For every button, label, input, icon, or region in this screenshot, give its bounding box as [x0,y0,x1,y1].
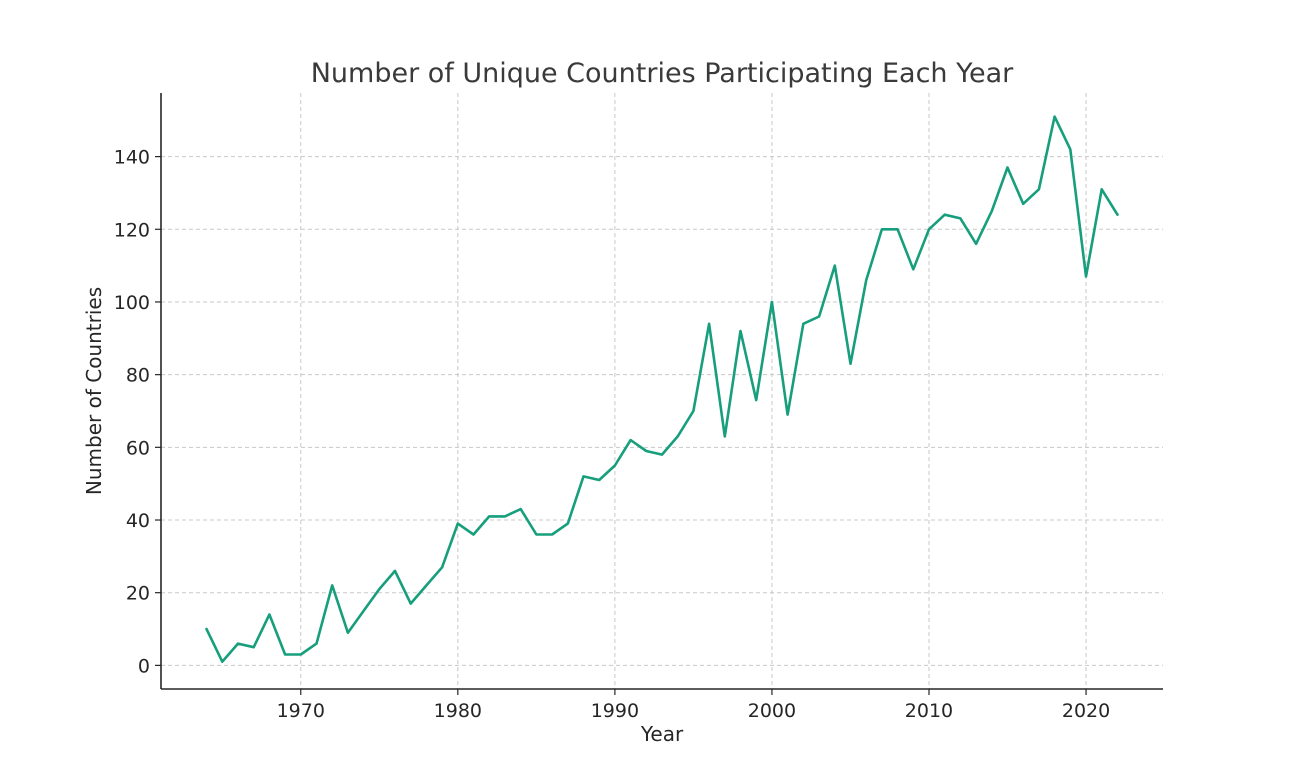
data-point [629,438,633,442]
data-point [1115,213,1119,217]
data-point [1068,147,1072,151]
data-point [252,645,256,649]
data-point [723,434,727,438]
data-point [566,522,570,526]
data-point [786,413,790,417]
data-point [676,434,680,438]
y-tick-label: 40 [126,510,150,532]
data-point [534,533,538,537]
x-tick-label: 1990 [591,700,639,722]
data-point [409,602,413,606]
series-line [205,115,1119,663]
data-point [267,613,271,617]
data-point [236,642,240,646]
data-point [801,322,805,326]
data-point [362,609,366,613]
data-point [896,227,900,231]
y-tick-label: 140 [114,147,150,169]
data-point [1100,187,1104,191]
data-point [299,652,303,656]
data-point [440,565,444,569]
data-point [205,627,209,631]
data-point [739,329,743,333]
data-points [205,115,1120,664]
data-point [1053,115,1057,119]
axes [160,93,1163,690]
ticks: 1970 1980 1990 2000 2010 2020 0 20 40 60 80 100 120 1… [114,147,1110,722]
data-point [550,533,554,537]
data-point [424,583,428,587]
data-point [990,209,994,213]
data-point [283,652,287,656]
data-point [754,398,758,402]
data-point [691,409,695,413]
grid [161,93,1163,689]
data-point [848,362,852,366]
y-axis-label: Number of Countries [82,287,106,495]
chart-title: Number of Unique Countries Participating… [311,58,1014,89]
x-tick-label: 2020 [1062,700,1110,722]
x-axis-label: Year [640,722,684,746]
data-point [833,264,837,268]
y-tick-label: 100 [114,292,150,314]
data-point [220,660,224,664]
series-layer [205,115,1119,663]
data-point [503,514,507,518]
data-point [330,583,334,587]
data-point [770,300,774,304]
data-point [581,474,585,478]
data-point [660,453,664,457]
data-point [911,267,915,271]
y-tick-label: 0 [138,655,150,677]
x-tick-label: 1980 [434,700,482,722]
y-tick-label: 80 [126,365,150,387]
data-point [958,216,962,220]
data-point [974,242,978,246]
data-point [597,478,601,482]
x-tick-label: 1970 [277,700,325,722]
data-point [456,522,460,526]
y-tick-label: 20 [126,583,150,605]
x-tick-label: 2000 [748,700,796,722]
data-point [1084,275,1088,279]
data-point [864,278,868,282]
data-point [943,213,947,217]
data-point [817,315,821,319]
x-tick-label: 2010 [905,700,953,722]
data-point [346,631,350,635]
data-point [1006,166,1010,170]
data-point [707,322,711,326]
data-point [644,449,648,453]
data-point [472,533,476,537]
data-point [393,569,397,573]
y-tick-label: 120 [114,219,150,241]
data-point [519,507,523,511]
data-point [927,227,931,231]
data-point [880,227,884,231]
data-point [1037,187,1041,191]
data-point [487,514,491,518]
data-point [1021,202,1025,206]
y-tick-label: 60 [126,437,150,459]
data-point [314,642,318,646]
data-point [613,464,617,468]
data-point [377,587,381,591]
